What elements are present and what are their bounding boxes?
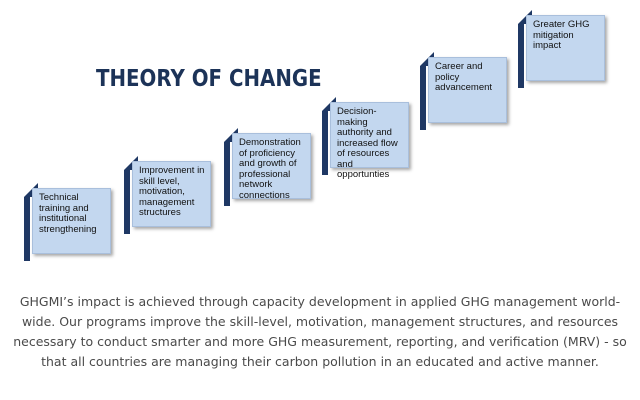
step-label: Decision- making authority and increased… bbox=[337, 106, 398, 180]
step-side-bar bbox=[24, 197, 30, 261]
step-ghg-mitigation: Greater GHG mitigation impact bbox=[518, 10, 607, 88]
step-box: Greater GHG mitigation impact bbox=[526, 15, 605, 81]
step-box: Improvement in skill level, motivation, … bbox=[132, 161, 211, 227]
diagram-title: THEORY OF CHANGE bbox=[96, 66, 322, 92]
step-side-bar bbox=[224, 142, 230, 206]
step-skill-improvement: Improvement in skill level, motivation, … bbox=[124, 156, 213, 234]
step-label: Improvement in skill level, motivation, … bbox=[139, 165, 205, 218]
step-label: Career and policy advancement bbox=[435, 61, 493, 93]
step-side-bar bbox=[322, 111, 328, 175]
step-technical-training: Technical training and institutional str… bbox=[24, 183, 113, 261]
step-box: Career and policy advancement bbox=[428, 57, 507, 123]
step-side-bar bbox=[420, 66, 426, 130]
impact-description: GHGMI’s impact is achieved through capac… bbox=[13, 294, 627, 369]
step-decision-making: Decision- making authority and increased… bbox=[322, 97, 411, 180]
step-proficiency-network: Demonstration of proficiency and growth … bbox=[224, 128, 313, 206]
step-box: Demonstration of proficiency and growth … bbox=[232, 133, 311, 201]
step-box: Decision- making authority and increased… bbox=[330, 102, 409, 180]
step-side-bar bbox=[518, 24, 524, 88]
step-label: Demonstration of proficiency and growth … bbox=[239, 137, 301, 201]
step-side-bar bbox=[124, 170, 130, 234]
step-label: Greater GHG mitigation impact bbox=[533, 19, 590, 51]
step-label: Technical training and institutional str… bbox=[39, 192, 97, 235]
step-box: Technical training and institutional str… bbox=[32, 188, 111, 254]
step-career-policy: Career and policy advancement bbox=[420, 52, 509, 130]
